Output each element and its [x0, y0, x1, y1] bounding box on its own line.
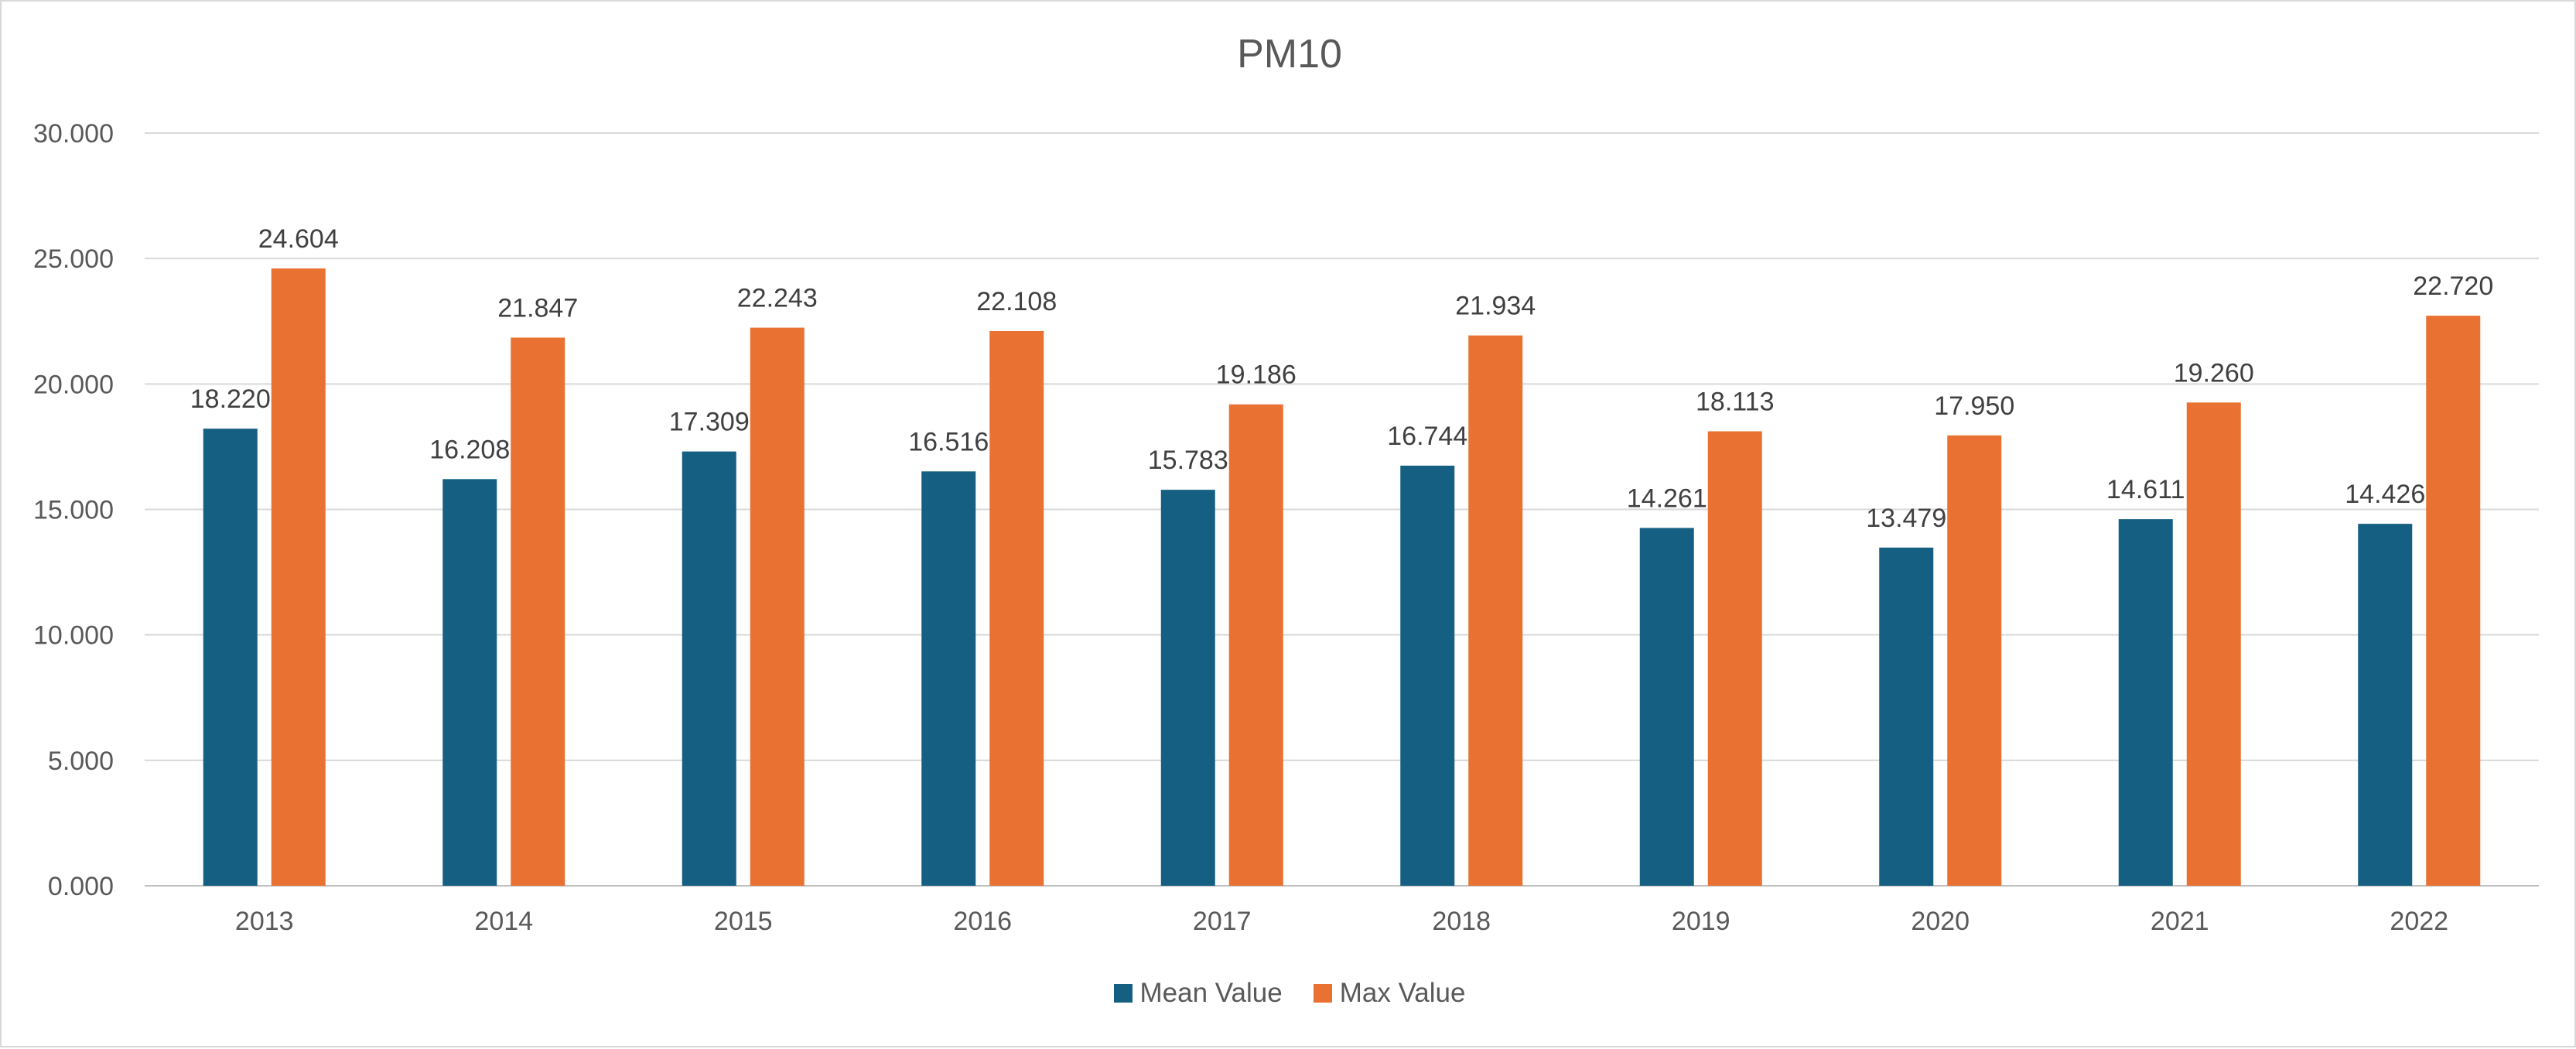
- data-label: 13.479: [1866, 504, 1946, 533]
- data-label: 17.950: [1934, 391, 2014, 421]
- legend-label: Mean Value: [1139, 978, 1283, 1008]
- max-value-bar: [1468, 335, 1523, 886]
- y-tick-label: 30.000: [33, 119, 114, 149]
- x-tick-label: 2017: [1193, 907, 1252, 936]
- mean-value-bar: [1400, 465, 1455, 886]
- x-tick-label: 2018: [1432, 907, 1491, 936]
- data-label: 16.208: [429, 435, 510, 464]
- max-value-bar: [1947, 435, 2002, 886]
- data-label: 14.611: [2106, 475, 2185, 504]
- data-label: 22.243: [737, 284, 818, 313]
- data-label: 14.426: [2345, 480, 2425, 509]
- data-label: 22.108: [976, 287, 1057, 316]
- mean-value-bar: [682, 451, 736, 886]
- max-value-bar: [271, 268, 326, 886]
- max-value-bar: [511, 337, 565, 886]
- x-tick-label: 2013: [235, 907, 294, 936]
- legend-item: Mean Value: [1113, 978, 1283, 1009]
- x-tick-label: 2019: [1672, 907, 1730, 936]
- data-label: 16.744: [1387, 422, 1467, 451]
- data-label: 22.720: [2413, 272, 2493, 301]
- mean-value-bar: [442, 479, 497, 886]
- mean-value-bar: [2358, 524, 2413, 886]
- data-label: 19.186: [1216, 360, 1297, 390]
- y-tick-label: 25.000: [33, 244, 114, 274]
- max-value-bar: [2426, 316, 2481, 887]
- x-tick-label: 2021: [2151, 907, 2209, 936]
- data-label: 18.220: [190, 384, 271, 414]
- y-tick-label: 5.000: [48, 747, 114, 776]
- data-label: 15.783: [1148, 446, 1228, 475]
- x-tick-label: 2020: [1911, 907, 1970, 936]
- legend-label: Max Value: [1339, 978, 1466, 1008]
- data-label: 16.516: [908, 427, 989, 456]
- data-label: 21.934: [1455, 292, 1536, 321]
- mean-value-bar: [1160, 490, 1215, 886]
- y-tick-label: 15.000: [33, 496, 114, 525]
- legend-swatch: [1313, 984, 1332, 1003]
- x-tick-label: 2014: [474, 907, 533, 936]
- legend: Mean Value Max Value: [2, 978, 2576, 1009]
- y-tick-label: 0.000: [48, 872, 114, 901]
- mean-value-bar: [203, 429, 258, 886]
- max-value-bar: [989, 330, 1044, 886]
- legend-swatch: [1113, 984, 1133, 1003]
- data-label: 18.113: [1696, 388, 1774, 417]
- y-tick-label: 10.000: [33, 621, 114, 651]
- data-label: 19.260: [2174, 358, 2254, 388]
- x-tick-label: 2022: [2390, 907, 2448, 936]
- x-tick-label: 2015: [714, 907, 773, 936]
- legend-item: Max Value: [1313, 978, 1466, 1009]
- y-tick-label: 20.000: [33, 370, 114, 399]
- data-label: 17.309: [669, 408, 750, 437]
- data-label: 21.847: [497, 293, 578, 323]
- mean-value-bar: [921, 471, 976, 886]
- max-value-bar: [1228, 404, 1283, 886]
- x-tick-label: 2016: [953, 907, 1012, 936]
- data-label: 24.604: [258, 224, 339, 254]
- chart-title: PM10: [1237, 32, 1342, 77]
- data-label: 14.261: [1627, 483, 1707, 513]
- max-value-bar: [1707, 431, 1762, 886]
- max-value-bar: [750, 327, 805, 887]
- mean-value-bar: [2118, 519, 2173, 886]
- max-value-bar: [2186, 402, 2241, 886]
- mean-value-bar: [1879, 547, 1934, 886]
- mean-value-bar: [1639, 528, 1694, 886]
